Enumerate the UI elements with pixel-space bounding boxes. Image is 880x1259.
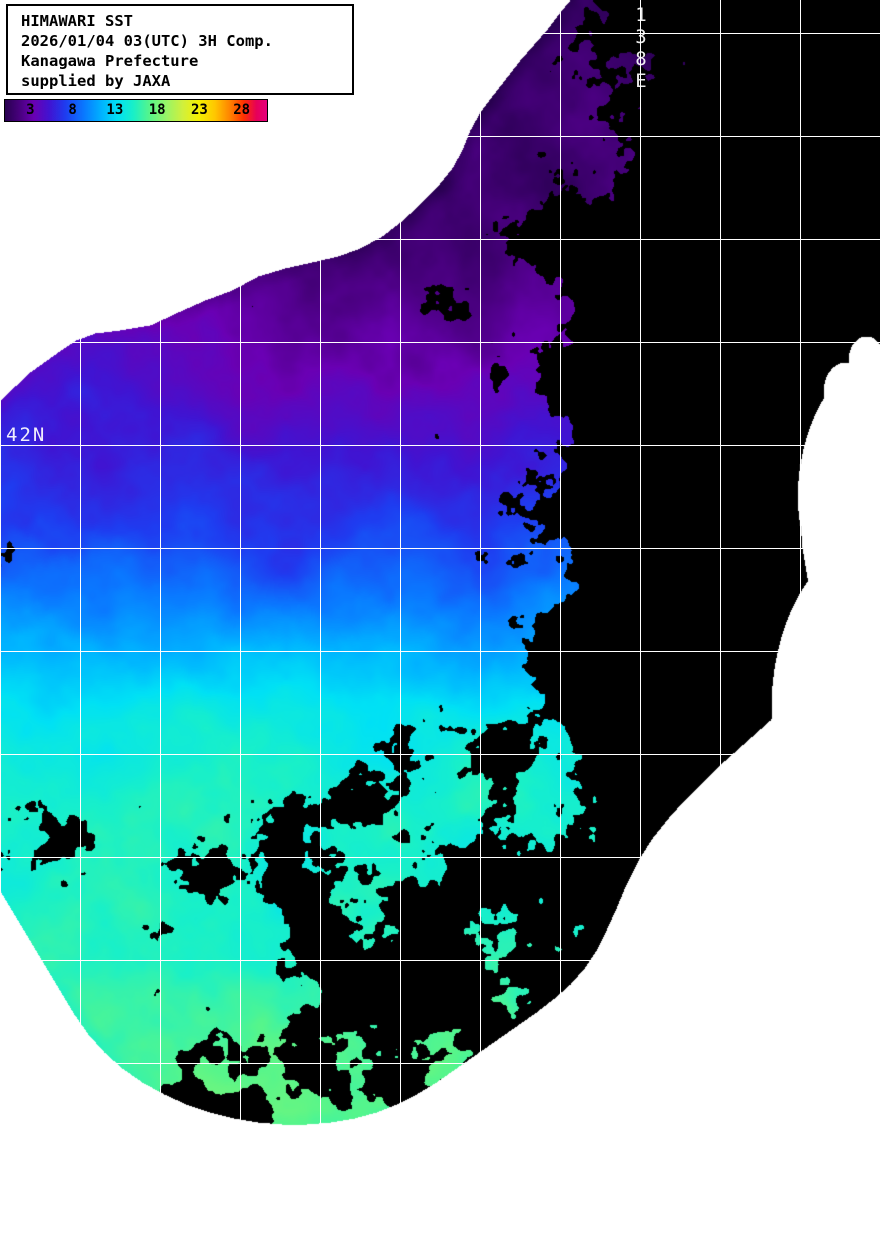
title-line-product: HIMAWARI SST xyxy=(21,12,133,30)
colorbar-tick-18: 18 xyxy=(148,102,166,118)
title-legend-box: HIMAWARI SST 2026/01/04 03(UTC) 3H Comp.… xyxy=(6,4,354,95)
longitude-label-138e: 138E xyxy=(630,4,652,92)
latitude-label-36n: 36N xyxy=(8,1042,49,1064)
latitude-label-42n: 42N xyxy=(6,424,47,446)
colorbar-gradient xyxy=(5,100,267,121)
colorbar: 3 8 13 18 23 28 xyxy=(4,99,268,122)
colorbar-tick-8: 8 xyxy=(68,102,77,118)
colorbar-tick-3: 3 xyxy=(26,102,35,118)
title-line-datetime: 2026/01/04 03(UTC) 3H Comp. xyxy=(21,32,273,50)
title-line-credit: supplied by JAXA xyxy=(21,72,171,90)
colorbar-tick-labels: 3 8 13 18 23 28 xyxy=(5,100,267,121)
colorbar-tick-28: 28 xyxy=(233,102,251,118)
colorbar-tick-23: 23 xyxy=(190,102,208,118)
colorbar-tick-13: 13 xyxy=(106,102,124,118)
title-line-region: Kanagawa Prefecture xyxy=(21,52,199,70)
